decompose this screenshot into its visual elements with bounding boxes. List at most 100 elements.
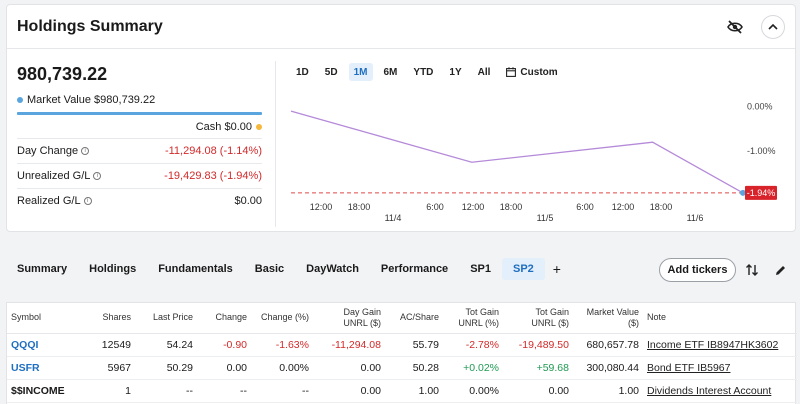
col-shares[interactable]: Shares bbox=[85, 303, 135, 334]
holdings-summary-card: Holdings Summary 980,739.22 Market Value… bbox=[6, 4, 796, 232]
change-cell: 0.00 bbox=[197, 356, 251, 380]
y-tick-label: -1.00% bbox=[747, 146, 776, 156]
last-price-cell: -- bbox=[135, 379, 197, 403]
info-icon[interactable]: i bbox=[83, 197, 92, 205]
col-change-pct[interactable]: Change (%) bbox=[251, 303, 313, 334]
col-ac-share[interactable]: AC/Share bbox=[385, 303, 443, 334]
tab-performance[interactable]: Performance bbox=[380, 263, 449, 275]
market-value-cell: 1.00 bbox=[573, 379, 643, 403]
card-header: Holdings Summary bbox=[7, 5, 795, 49]
range-1d[interactable]: 1D bbox=[296, 66, 309, 78]
tot-gain-pct-cell: +0.02% bbox=[443, 356, 503, 380]
range-all[interactable]: All bbox=[477, 66, 491, 78]
col-tot-gain-pct-line1: Tot Gain bbox=[465, 306, 499, 317]
range-custom-label: Custom bbox=[520, 66, 558, 78]
shares-cell: 1 bbox=[85, 379, 135, 403]
col-market-value-line1: Market Value bbox=[586, 306, 639, 317]
day-label: 11/6 bbox=[687, 213, 704, 223]
tot-gain-usd-cell: +59.68 bbox=[503, 356, 573, 380]
change-pct-cell: -1.63% bbox=[251, 333, 313, 357]
col-tot-gain-pct-line2: UNRL (%) bbox=[458, 317, 499, 328]
chevron-up-icon[interactable] bbox=[761, 14, 785, 39]
x-tick-label: 18:00 bbox=[500, 202, 523, 212]
total-value: 980,739.22 bbox=[17, 64, 108, 84]
holdings-table: Symbol Shares Last Price Change Change (… bbox=[6, 302, 797, 404]
table-row[interactable]: QQQI 12549 54.24 -0.90 -1.63% -11,294.08… bbox=[7, 333, 797, 357]
divider bbox=[275, 61, 276, 227]
stat-value: -11,294.08 (-1.14%) bbox=[164, 145, 262, 157]
day-gain-cell: 0.00 bbox=[313, 356, 385, 380]
tab-sp1[interactable]: SP1 bbox=[470, 263, 491, 275]
col-change[interactable]: Change bbox=[197, 303, 251, 334]
change-cell: -- bbox=[197, 379, 251, 403]
col-note[interactable]: Note bbox=[643, 303, 797, 334]
add-tickers-button[interactable]: Add tickers bbox=[659, 258, 736, 282]
series-line bbox=[290, 110, 744, 194]
x-tick-label: 12:00 bbox=[612, 202, 635, 212]
day-label: 11/4 bbox=[385, 213, 402, 223]
shares-cell: 5967 bbox=[85, 356, 135, 380]
last-price-cell: 54.24 bbox=[135, 333, 197, 357]
current-value-label: -1.94% bbox=[747, 188, 776, 198]
note-link[interactable]: Dividends Interest Account bbox=[647, 384, 772, 397]
market-value-row: Market Value $980,739.22 bbox=[17, 94, 262, 106]
ac-share-cell: 50.28 bbox=[385, 356, 443, 380]
col-tot-gain-usd[interactable]: Tot Gain UNRL ($) bbox=[503, 303, 573, 334]
performance-chart: 0.00% -1.00% -1.94% 12:00 18:00 6:00 12:00 18:0… bbox=[290, 102, 777, 223]
col-symbol[interactable]: Symbol bbox=[7, 303, 85, 334]
range-1y[interactable]: 1Y bbox=[449, 66, 462, 78]
summary-panel: 980,739.22 Market Value $980,739.22 Cash… bbox=[17, 60, 262, 213]
shares-cell: 12549 bbox=[85, 333, 135, 357]
market-value-dot bbox=[17, 97, 23, 103]
stat-label: Day Change bbox=[17, 145, 79, 157]
col-tot-gain-pct[interactable]: Tot Gain UNRL (%) bbox=[443, 303, 503, 334]
day-gain-cell: 0.00 bbox=[313, 379, 385, 403]
x-tick-label: 18:00 bbox=[348, 202, 371, 212]
range-ytd[interactable]: YTD bbox=[413, 66, 434, 78]
symbol-link[interactable]: QQQI bbox=[7, 333, 85, 357]
tab-holdings[interactable]: Holdings bbox=[89, 263, 137, 275]
change-pct-cell: -- bbox=[251, 379, 313, 403]
add-tab-button[interactable]: + bbox=[552, 261, 561, 277]
last-price-cell: 50.29 bbox=[135, 356, 197, 380]
market-value-cell: 300,080.44 bbox=[573, 356, 643, 380]
range-selector: 1D 5D 1M 6M YTD 1Y All Custom bbox=[291, 63, 569, 81]
tab-fundamentals[interactable]: Fundamentals bbox=[158, 263, 233, 275]
col-tot-gain-usd-line1: Tot Gain bbox=[535, 306, 569, 317]
col-day-gain-line1: Day Gain bbox=[343, 306, 381, 317]
tot-gain-pct-cell: -2.78% bbox=[443, 333, 503, 357]
day-gain-cell: -11,294.08 bbox=[313, 333, 385, 357]
tot-gain-usd-cell: -19,489.50 bbox=[503, 333, 573, 357]
table-row[interactable]: USFR 5967 50.29 0.00 0.00% 0.00 50.28 +0… bbox=[7, 356, 797, 380]
note-link[interactable]: Income ETF IB8947HK3602 bbox=[647, 338, 779, 351]
col-last-price[interactable]: Last Price bbox=[135, 303, 197, 334]
x-tick-label: 6:00 bbox=[426, 202, 444, 212]
tab-basic[interactable]: Basic bbox=[254, 263, 285, 275]
tab-daywatch[interactable]: DayWatch bbox=[306, 263, 359, 275]
range-custom[interactable]: Custom bbox=[501, 63, 562, 81]
col-market-value-line2: ($) bbox=[628, 317, 639, 328]
range-6m[interactable]: 6M bbox=[383, 66, 398, 78]
market-value-cell: 680,657.78 bbox=[573, 333, 643, 357]
tab-sp2[interactable]: SP2 bbox=[501, 258, 545, 280]
info-icon[interactable]: i bbox=[93, 172, 102, 180]
sort-arrows-icon[interactable] bbox=[743, 261, 761, 279]
tab-summary[interactable]: Summary bbox=[17, 263, 68, 275]
col-market-value[interactable]: Market Value ($) bbox=[573, 303, 643, 334]
col-day-gain[interactable]: Day Gain UNRL ($) bbox=[313, 303, 385, 334]
range-1m[interactable]: 1M bbox=[348, 63, 373, 81]
cash-label: Cash $0.00 bbox=[195, 121, 252, 133]
table-row[interactable]: $$INCOME 1 -- -- -- 0.00 1.00 0.00% 0.00… bbox=[7, 379, 797, 403]
info-icon[interactable]: i bbox=[81, 147, 90, 155]
change-pct-cell: 0.00% bbox=[251, 356, 313, 380]
pencil-icon[interactable] bbox=[771, 261, 789, 279]
market-value-label: Market Value $980,739.22 bbox=[27, 94, 156, 106]
range-5d[interactable]: 5D bbox=[324, 66, 338, 78]
col-tot-gain-usd-line2: UNRL ($) bbox=[531, 317, 569, 328]
eye-slash-icon[interactable] bbox=[723, 15, 747, 39]
symbol-cell: $$INCOME bbox=[7, 379, 85, 403]
x-tick-label: 18:00 bbox=[650, 202, 673, 212]
note-link[interactable]: Bond ETF IB5967 bbox=[647, 361, 731, 374]
symbol-link[interactable]: USFR bbox=[7, 356, 85, 380]
stat-row-realized: Realized G/L i $0.00 bbox=[17, 188, 262, 213]
